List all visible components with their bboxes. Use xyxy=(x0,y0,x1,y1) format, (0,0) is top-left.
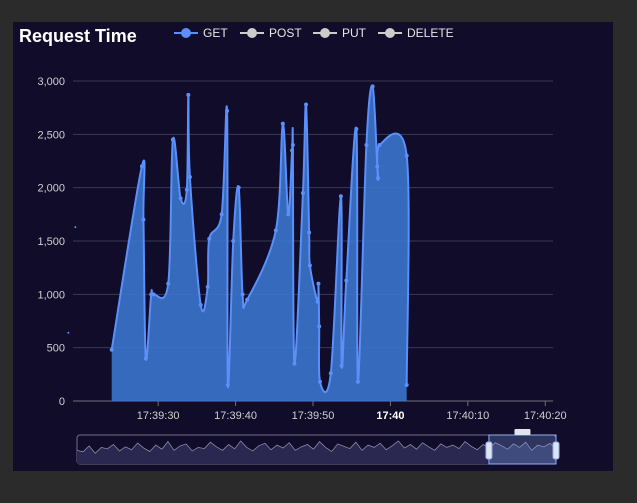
data-point xyxy=(317,379,322,384)
x-tick-label: 17:40:10 xyxy=(446,410,489,422)
data-point xyxy=(141,217,146,222)
zoom-slider[interactable] xyxy=(76,429,560,465)
y-axis: 0 500 1,000 1,500 2,000 2,500 3,000 xyxy=(37,76,65,408)
data-point xyxy=(280,121,285,126)
zoom-move-handle[interactable] xyxy=(514,429,531,435)
data-point xyxy=(404,153,409,158)
data-point xyxy=(370,84,375,89)
data-point xyxy=(304,102,309,107)
data-point xyxy=(317,324,322,329)
data-point xyxy=(292,361,297,366)
data-point xyxy=(139,164,144,169)
legend-label: DELETE xyxy=(407,26,454,40)
x-axis: 17:39:30 17:39:40 17:39:50 17:40 17:40:10 17:… xyxy=(137,401,567,422)
legend-marker-icon xyxy=(378,27,402,39)
y-tick-label: 500 xyxy=(47,343,65,355)
data-point xyxy=(170,137,175,142)
x-tick-label: 17:40 xyxy=(376,410,404,422)
data-point xyxy=(231,239,236,243)
data-point xyxy=(328,371,333,376)
data-point xyxy=(109,347,114,352)
data-point xyxy=(307,230,312,235)
data-point xyxy=(286,212,291,217)
y-tick-label: 2,000 xyxy=(37,183,65,195)
plot-area xyxy=(67,84,410,402)
legend-label: PUT xyxy=(342,26,366,40)
y-tick-label: 1,500 xyxy=(37,236,65,248)
x-tick-label: 17:39:30 xyxy=(137,410,180,422)
data-point xyxy=(307,263,312,268)
data-point xyxy=(377,143,382,147)
data-point xyxy=(240,292,245,297)
data-point xyxy=(355,379,360,384)
legend-label: POST xyxy=(269,26,302,40)
data-point xyxy=(290,148,295,153)
data-point xyxy=(375,164,380,169)
data-point xyxy=(364,143,369,147)
overview-area xyxy=(77,441,556,464)
data-point xyxy=(404,383,409,387)
legend-marker-icon xyxy=(313,27,337,39)
data-point xyxy=(143,356,148,361)
data-point xyxy=(178,196,183,201)
legend-item-delete[interactable]: DELETE xyxy=(378,26,454,40)
data-point xyxy=(338,194,343,199)
y-tick-label: 2,500 xyxy=(37,129,65,141)
data-point xyxy=(198,303,203,307)
zoom-selection[interactable] xyxy=(488,434,557,465)
data-point xyxy=(225,383,230,387)
legend-item-get[interactable]: GET xyxy=(174,26,228,40)
data-point xyxy=(187,175,192,179)
data-point xyxy=(300,191,305,195)
data-point xyxy=(207,236,212,241)
legend-item-post[interactable]: POST xyxy=(240,26,302,40)
data-point xyxy=(225,108,230,113)
data-point xyxy=(316,281,321,286)
x-tick-label: 17:39:50 xyxy=(292,410,335,422)
legend-marker-icon xyxy=(240,27,264,39)
data-point xyxy=(184,187,189,192)
y-tick-label: 1,000 xyxy=(37,289,65,301)
data-point xyxy=(245,297,250,302)
data-point xyxy=(205,284,210,289)
data-point xyxy=(219,212,224,217)
x-tick-label: 17:39:40 xyxy=(214,410,257,422)
chart-title: Request Time xyxy=(19,26,137,46)
x-tick-label: 17:40:20 xyxy=(524,410,567,422)
data-point xyxy=(151,292,156,297)
data-point xyxy=(166,281,171,286)
data-point xyxy=(376,176,381,181)
legend-item-put[interactable]: PUT xyxy=(313,26,366,40)
data-point xyxy=(236,185,241,190)
data-point xyxy=(354,127,359,131)
legend-label: GET xyxy=(203,26,228,40)
legend-marker-icon xyxy=(174,27,198,39)
data-point xyxy=(315,299,320,304)
data-point xyxy=(344,278,349,283)
y-tick-label: 0 xyxy=(59,396,65,408)
data-point xyxy=(186,92,191,97)
data-point xyxy=(290,143,295,147)
data-point xyxy=(74,226,77,229)
data-point xyxy=(273,228,278,233)
series-area-get xyxy=(111,85,409,402)
zoom-handle-right[interactable] xyxy=(552,441,560,460)
data-point xyxy=(339,363,344,368)
y-tick-label: 3,000 xyxy=(37,76,65,88)
overview-line xyxy=(76,440,557,454)
data-point xyxy=(67,331,70,334)
zoom-handle-left[interactable] xyxy=(485,441,493,460)
